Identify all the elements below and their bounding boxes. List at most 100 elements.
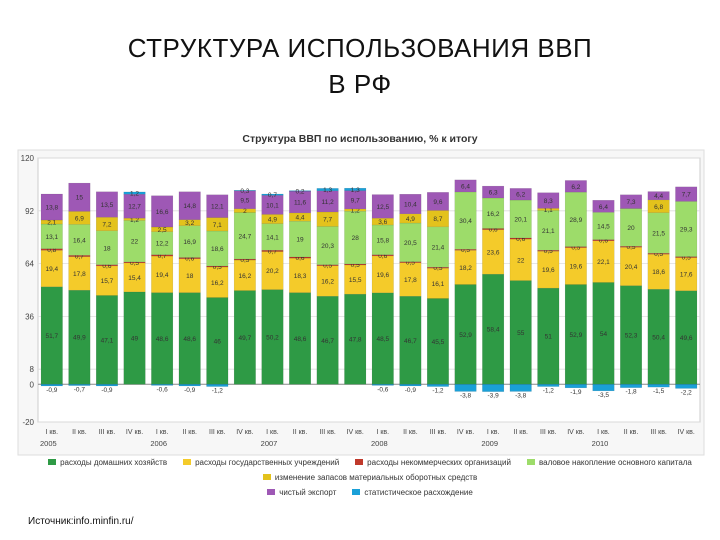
bar-segment [427, 384, 449, 387]
data-label: 0,5 [130, 260, 139, 267]
chart-title: Структура ВВП по использованию, % к итог… [242, 133, 478, 145]
bar-segment [509, 384, 532, 392]
data-label: 0,6 [516, 236, 525, 243]
data-label: 0,7 [158, 253, 167, 260]
data-label: 6,3 [489, 190, 498, 197]
legend-item: чистый экспорт [267, 488, 336, 498]
data-label: 11,6 [294, 199, 307, 206]
bar-segment [206, 384, 229, 387]
data-label: -1,5 [653, 388, 665, 395]
data-label: 16,2 [321, 278, 334, 285]
bar-segment [454, 179, 477, 193]
data-label: 19,6 [542, 267, 555, 274]
data-label: 7,3 [627, 199, 636, 206]
bar-segment [647, 384, 670, 388]
data-label: 0,5 [571, 245, 580, 252]
data-label: 19 [296, 237, 304, 244]
data-label: 0,5 [433, 265, 442, 272]
data-label: 4,4 [296, 215, 305, 222]
data-label: 48,6 [156, 336, 169, 343]
data-label: 14,5 [597, 223, 610, 230]
legend-row: чистый экспорт статистическое расхождение [40, 488, 700, 498]
x-tick-label: III кв. [99, 429, 116, 436]
data-label: 49,7 [239, 335, 252, 342]
x-tick-label: I кв. [156, 429, 169, 436]
legend-swatch [526, 459, 535, 465]
data-label: 18,2 [459, 265, 472, 272]
data-label: 8,7 [433, 216, 442, 223]
data-label: 55 [517, 330, 525, 337]
data-label: 6,2 [516, 192, 525, 199]
data-label: 6,9 [75, 215, 84, 222]
data-label: 16,2 [239, 273, 252, 280]
data-label: 20,1 [514, 217, 527, 224]
bar-segment [371, 255, 394, 294]
data-label: 10,1 [266, 202, 279, 209]
data-label: 4,4 [654, 193, 663, 200]
data-label: 20,4 [625, 264, 638, 271]
bar-segment [399, 384, 422, 387]
data-label: 0,8 [47, 247, 56, 254]
data-label: 0,7 [268, 192, 277, 199]
data-label: -0,7 [74, 387, 86, 394]
plot-area [37, 157, 701, 423]
bar-segment [123, 191, 146, 195]
data-label: 15 [76, 195, 84, 202]
data-label: 16,6 [156, 209, 169, 216]
data-label: 52,9 [459, 332, 472, 339]
data-label: 7,1 [213, 222, 222, 229]
legend-swatch [352, 489, 361, 495]
data-label: 48,6 [183, 336, 196, 343]
data-label: 12,1 [211, 204, 224, 211]
legend-label: изменение запасов материальных оборотных… [274, 473, 478, 482]
legend-swatch [183, 459, 192, 465]
data-label: 51,7 [45, 333, 58, 340]
data-label: 19,4 [156, 272, 169, 279]
data-label: 52,9 [570, 332, 583, 339]
data-label: 8,3 [544, 198, 553, 205]
data-label: 18,6 [652, 269, 665, 276]
data-label: 9,7 [351, 197, 360, 204]
data-label: 0,6 [489, 227, 498, 234]
data-label: 2,5 [158, 227, 167, 234]
data-label: 0,6 [185, 256, 194, 263]
data-label: 20,5 [404, 240, 417, 247]
x-tick-label: III кв. [650, 429, 667, 436]
data-label: 20,3 [321, 243, 334, 250]
y-tick-label: 64 [25, 260, 34, 269]
data-label: 17,6 [680, 272, 693, 279]
bar-segment [40, 384, 63, 387]
year-label: 2009 [481, 439, 498, 448]
data-label: 22,1 [597, 259, 610, 266]
data-label: 48,5 [376, 336, 389, 343]
bar-segment [151, 384, 174, 386]
bar-segment [675, 384, 698, 389]
data-label: 23,6 [487, 249, 500, 256]
year-label: 2007 [261, 439, 278, 448]
data-label: 0,5 [461, 247, 470, 254]
data-label: -0,9 [101, 387, 113, 394]
data-label: -1,8 [625, 389, 637, 396]
data-label: 6,8 [654, 204, 663, 211]
y-tick-label: 8 [30, 365, 35, 374]
x-tick-label: II кв. [182, 429, 197, 436]
data-label: 7,2 [102, 222, 111, 229]
y-tick-label: 120 [21, 154, 35, 163]
data-label: 17,8 [404, 277, 417, 284]
data-label: 13,1 [45, 234, 58, 241]
data-label: 52,3 [625, 332, 638, 339]
x-tick-label: II кв. [513, 429, 528, 436]
data-label: 0,5 [654, 251, 663, 258]
bar-segment [537, 192, 560, 209]
data-label: -1,2 [543, 388, 555, 395]
legend-item: изменение запасов материальных оборотных… [262, 473, 478, 483]
bar-segment [96, 384, 118, 387]
data-label: 0,5 [323, 263, 332, 270]
year-label: 2005 [40, 439, 57, 448]
data-label: 6,4 [461, 183, 470, 190]
legend-item: расходы государственных учреждений [183, 458, 339, 468]
data-label: 0,7 [268, 248, 277, 255]
data-label: -0,6 [377, 386, 389, 393]
data-label: 28 [352, 235, 360, 242]
bar-segment [454, 384, 477, 392]
